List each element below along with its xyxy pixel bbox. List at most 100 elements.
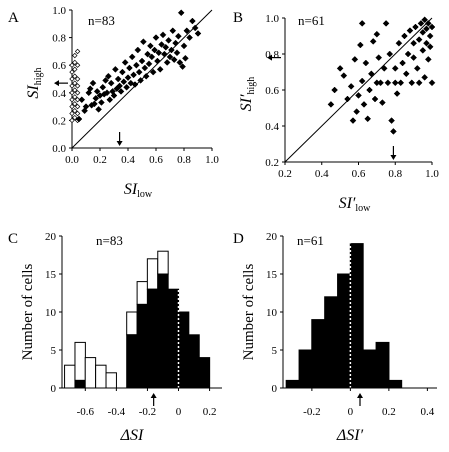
y-tick-label-C: 15 bbox=[45, 269, 57, 281]
open-point-A bbox=[72, 52, 78, 59]
data-point-B bbox=[358, 20, 366, 27]
bar-filled-D bbox=[349, 243, 364, 389]
data-point-A bbox=[191, 24, 199, 32]
data-point-A bbox=[144, 50, 151, 58]
data-point-A bbox=[159, 31, 167, 39]
x-tick-label-A: 0.8 bbox=[177, 154, 191, 166]
data-point-B bbox=[423, 39, 430, 47]
bar-filled-C bbox=[74, 379, 86, 389]
data-point-B bbox=[384, 79, 392, 87]
data-point-A bbox=[130, 71, 137, 79]
bar-filled-C bbox=[177, 311, 190, 389]
data-point-B bbox=[397, 79, 405, 87]
x-axis-label-A: SIlow bbox=[124, 181, 153, 200]
data-point-B bbox=[421, 16, 429, 24]
data-point-B bbox=[373, 30, 381, 38]
x-tick-label-A: 0.6 bbox=[149, 154, 163, 166]
data-point-A bbox=[103, 89, 111, 97]
bar-open-C bbox=[105, 372, 117, 389]
data-point-A bbox=[154, 57, 161, 65]
bar-filled-D bbox=[285, 379, 300, 389]
mean-arrow-D bbox=[357, 393, 363, 406]
data-point-A bbox=[95, 106, 102, 113]
data-point-A bbox=[92, 94, 100, 102]
data-point-B bbox=[380, 65, 388, 72]
bar-open-C bbox=[95, 364, 107, 389]
data-point-A bbox=[169, 27, 177, 35]
data-point-B bbox=[327, 101, 335, 108]
panel-letter-D: D bbox=[233, 231, 244, 247]
annotation-B: n=61 bbox=[298, 13, 325, 28]
bar-filled-D bbox=[324, 296, 339, 389]
data-point-A bbox=[93, 88, 101, 95]
x-tick-label-A: 0.2 bbox=[93, 154, 107, 166]
data-point-B bbox=[358, 77, 366, 85]
bar-filled-D bbox=[388, 379, 403, 389]
data-point-A bbox=[162, 43, 170, 51]
annotation-D: n=61 bbox=[297, 233, 324, 248]
data-point-A bbox=[179, 63, 186, 70]
data-point-A bbox=[140, 38, 147, 46]
data-point-B bbox=[402, 70, 410, 78]
data-point-A bbox=[107, 79, 115, 87]
data-point-A bbox=[189, 17, 196, 25]
x-axis-label-main-A: SI bbox=[124, 181, 138, 198]
open-point-A bbox=[74, 48, 81, 55]
x-tick-label-C: -0.4 bbox=[108, 406, 126, 418]
data-point-A bbox=[134, 46, 142, 54]
data-point-A bbox=[194, 30, 202, 37]
open-point-A bbox=[69, 90, 75, 96]
data-point-A bbox=[151, 46, 158, 54]
data-point-A bbox=[89, 79, 97, 87]
data-point-A bbox=[170, 56, 178, 64]
data-point-B bbox=[424, 56, 432, 63]
data-point-A bbox=[120, 78, 128, 86]
open-point-A bbox=[69, 62, 75, 68]
bar-open-C bbox=[146, 258, 159, 290]
x-tick-label-B: 0.4 bbox=[315, 168, 329, 180]
data-point-A bbox=[123, 83, 130, 91]
y-tick-label-B: 1.0 bbox=[265, 13, 279, 25]
data-point-A bbox=[133, 61, 140, 69]
open-point-A bbox=[69, 76, 75, 82]
data-point-A bbox=[161, 50, 168, 58]
data-point-B bbox=[351, 56, 359, 63]
y-tick-label-C: 0 bbox=[51, 383, 57, 395]
data-point-A bbox=[110, 92, 118, 99]
bar-filled-C bbox=[188, 334, 200, 389]
data-point-A bbox=[172, 39, 179, 47]
data-point-B bbox=[340, 72, 348, 79]
data-point-B bbox=[356, 41, 364, 49]
data-point-A bbox=[124, 74, 132, 81]
data-point-A bbox=[105, 72, 112, 80]
data-point-B bbox=[331, 86, 338, 94]
data-point-B bbox=[377, 79, 384, 87]
bar-filled-C bbox=[126, 334, 138, 389]
data-point-B bbox=[382, 20, 390, 27]
open-point-A bbox=[72, 80, 78, 86]
data-point-A bbox=[121, 59, 129, 66]
bar-filled-C bbox=[167, 288, 180, 389]
data-point-A bbox=[102, 77, 109, 84]
data-point-B bbox=[364, 115, 372, 123]
data-point-A bbox=[141, 64, 149, 72]
data-point-B bbox=[353, 108, 361, 115]
y-tick-label-B: 0.4 bbox=[265, 121, 279, 133]
data-point-A bbox=[177, 9, 185, 17]
x-tick-label-B: 0.2 bbox=[278, 168, 292, 180]
bar-filled-C bbox=[146, 288, 159, 389]
data-point-B bbox=[360, 101, 368, 108]
data-point-B bbox=[344, 95, 351, 103]
data-point-A bbox=[186, 34, 193, 41]
mean-arrow-C bbox=[150, 393, 157, 406]
data-point-A bbox=[91, 100, 98, 108]
data-point-A bbox=[126, 64, 133, 72]
open-point-A bbox=[72, 101, 78, 107]
open-point-A bbox=[74, 103, 81, 110]
open-point-A bbox=[74, 76, 81, 82]
data-point-B bbox=[428, 79, 436, 87]
data-point-A bbox=[106, 96, 114, 104]
open-point-A bbox=[72, 94, 78, 100]
